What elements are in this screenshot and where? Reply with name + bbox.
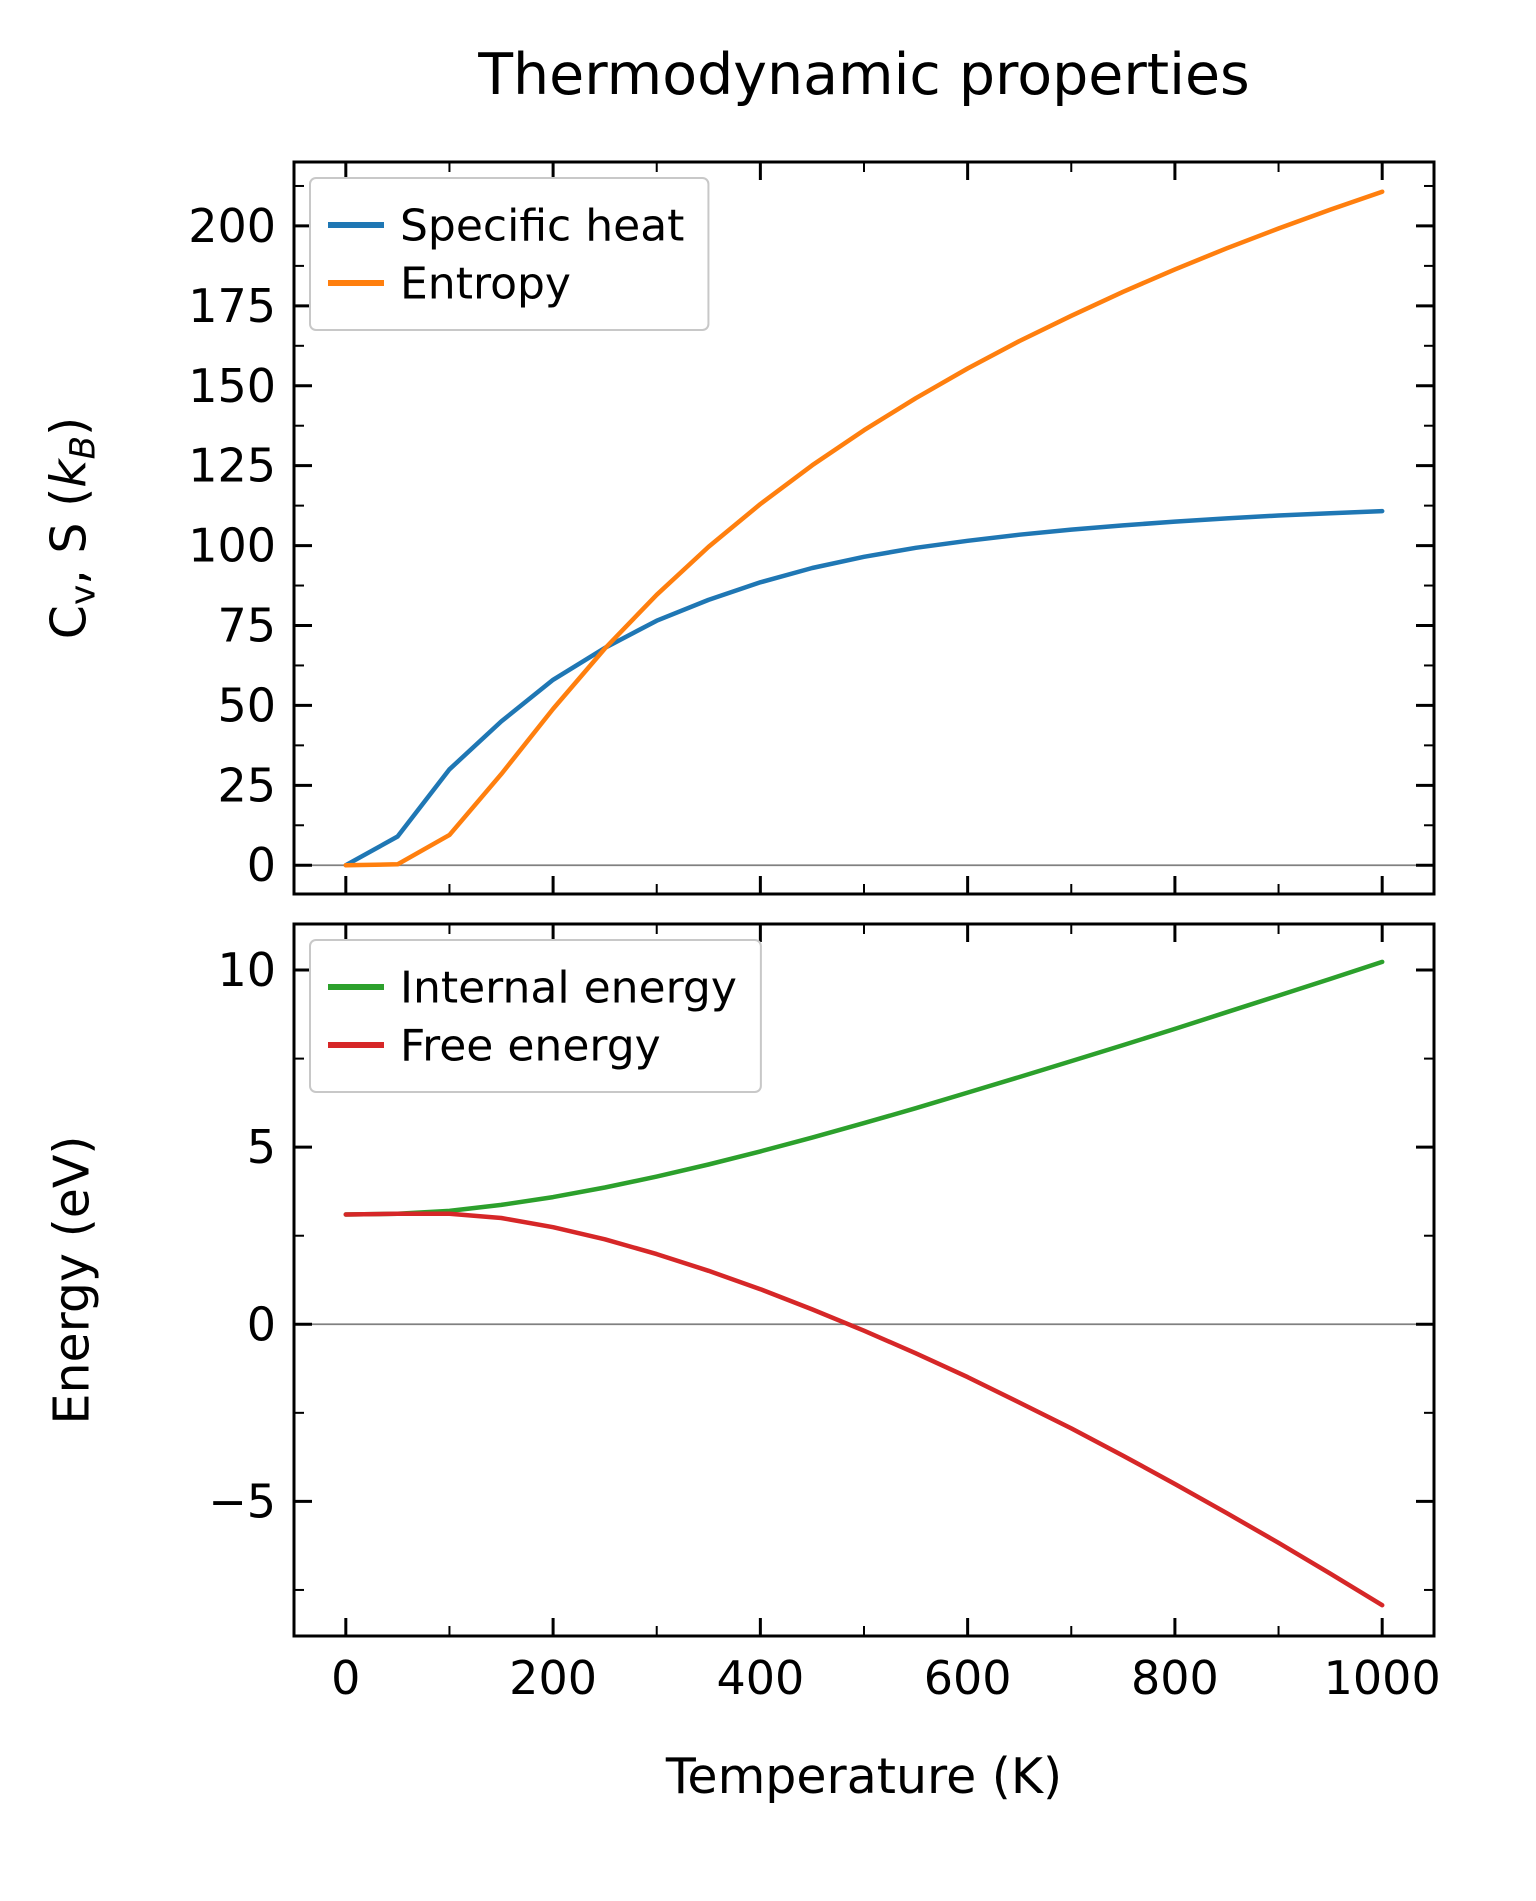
bottom-ytick-label: −5 — [208, 1474, 276, 1528]
bottom-chart: −5 0 5 10 0 200 400 600 800 1000 Internal energy Fr… — [208, 922, 1441, 1705]
legend-label-entropy: Entropy — [400, 258, 571, 309]
legend-label-internal-energy: Internal energy — [400, 962, 737, 1013]
top-legend-box — [309, 177, 710, 331]
top-ytick-label: 0 — [247, 838, 276, 892]
top-ytick-label: 75 — [217, 598, 276, 652]
top-y-axis-label: Cv, S (kB) — [41, 417, 104, 640]
top-ytick-label: 125 — [188, 439, 276, 493]
top-chart: 0 25 50 75 100 125 150 175 200 Specific heat Entro… — [188, 160, 1436, 896]
bottom-legend: Internal energy Free energy — [309, 939, 762, 1093]
top-ytick-label: 200 — [188, 199, 276, 253]
bottom-ytick-label: 0 — [247, 1297, 276, 1351]
xtick-label: 1000 — [1324, 1651, 1441, 1705]
top-y-axis-label-text: Cv, S (kB) — [40, 416, 104, 640]
series-line-free-energy — [343, 1211, 1385, 1608]
x-axis-label: Temperature (K) — [665, 1748, 1063, 1805]
bottom-y-axis-label: Energy (eV) — [43, 1135, 101, 1425]
legend-label-specific-heat: Specific heat — [400, 200, 684, 251]
bottom-ytick-label: 10 — [217, 943, 276, 997]
bottom-ytick-label: 5 — [247, 1120, 276, 1174]
legend-label-free-energy: Free energy — [400, 1020, 661, 1071]
top-legend: Specific heat Entropy — [309, 177, 710, 331]
top-ytick-label: 25 — [217, 758, 276, 812]
top-ytick-label: 100 — [188, 519, 276, 573]
top-ytick-label: 175 — [188, 279, 276, 333]
xtick-label: 800 — [1131, 1651, 1219, 1705]
figure-title: Thermodynamic properties — [478, 42, 1250, 108]
bottom-ticks — [294, 924, 1434, 1636]
xtick-label: 400 — [716, 1651, 804, 1705]
xtick-label: 600 — [924, 1651, 1012, 1705]
bottom-legend-box — [309, 939, 762, 1093]
xtick-label: 200 — [509, 1651, 597, 1705]
xtick-label: 0 — [331, 1651, 360, 1705]
top-ytick-label: 150 — [188, 359, 276, 413]
top-ytick-label: 50 — [217, 678, 276, 732]
series-line-specific-heat — [343, 508, 1385, 868]
series-line-internal-energy — [343, 959, 1385, 1217]
series-line-entropy — [343, 189, 1385, 868]
